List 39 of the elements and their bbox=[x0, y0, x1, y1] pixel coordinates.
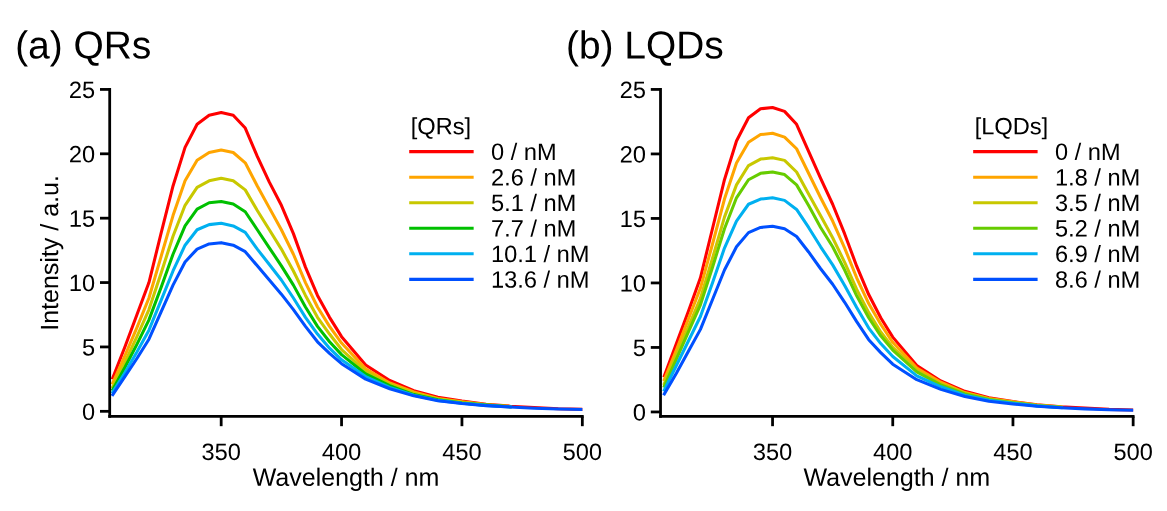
y-tick-label: 15 bbox=[70, 210, 95, 227]
legend-label: 5.1 / nM bbox=[491, 193, 575, 212]
legend-label: 6.9 / nM bbox=[1056, 244, 1139, 263]
y-tick-label: 20 bbox=[70, 145, 95, 163]
y-tick-label: 5 bbox=[82, 339, 95, 356]
x-tick-label: 350 bbox=[753, 443, 792, 461]
legend-title: [QRs] bbox=[412, 117, 470, 140]
legend-label: 5.2 / nM bbox=[1055, 219, 1139, 237]
legend-label: 1.8 / nM bbox=[1056, 168, 1139, 186]
y-axis-title: Intensity / a.u. bbox=[39, 177, 64, 329]
x-tick-label: 450 bbox=[442, 443, 481, 461]
legend-title: [LQDs] bbox=[976, 117, 1047, 140]
y-tick-label: 10 bbox=[621, 275, 646, 292]
x-axis-title: Wavelength / nm bbox=[252, 467, 438, 491]
x-tick-label: 400 bbox=[873, 443, 912, 461]
y-tick-label: 20 bbox=[620, 146, 646, 163]
x-tick-label: 500 bbox=[563, 443, 602, 461]
y-tick-label: 25 bbox=[70, 81, 95, 99]
y-tick-label: 25 bbox=[620, 81, 645, 99]
legend-label: 2.6 / nM bbox=[492, 168, 575, 186]
y-tick-label: 0 bbox=[633, 404, 646, 421]
legend-label: 13.6 / nM bbox=[492, 270, 588, 288]
legend-label: 3.5 / nM bbox=[1055, 193, 1139, 212]
legend-label: 8.6 / nM bbox=[1056, 270, 1139, 288]
y-tick-label: 10 bbox=[70, 274, 95, 292]
legend-label: 7.7 / nM bbox=[492, 219, 575, 237]
y-tick-label: 5 bbox=[633, 339, 645, 357]
chart-title: (b) LQDs bbox=[568, 30, 723, 67]
legend-label: 10.1 / nM bbox=[492, 244, 588, 263]
legend-label: 0 / nM bbox=[1055, 142, 1119, 161]
x-tick-label: 500 bbox=[1114, 443, 1152, 461]
x-tick-label: 350 bbox=[202, 443, 240, 461]
legend-label: 0 / nM bbox=[491, 142, 555, 161]
y-tick-label: 15 bbox=[621, 210, 645, 228]
y-tick-label: 0 bbox=[82, 403, 95, 421]
x-axis-title: Wavelength / nm bbox=[803, 467, 989, 491]
x-tick-label: 400 bbox=[322, 443, 361, 461]
chart-title: (a) QRs bbox=[17, 30, 150, 67]
x-tick-label: 450 bbox=[993, 443, 1032, 461]
